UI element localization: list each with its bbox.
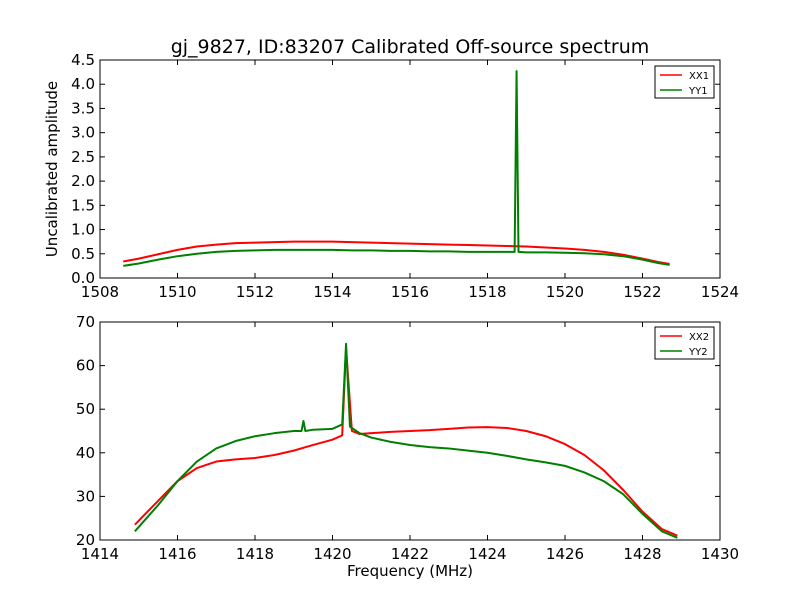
x-tick-label: 1524 xyxy=(701,283,739,301)
x-tick-label: 1520 xyxy=(546,283,584,301)
x-tick-label: 1510 xyxy=(158,283,196,301)
y-tick-label: 3.0 xyxy=(71,124,95,142)
y-tick-label: 30 xyxy=(76,487,95,505)
x-tick-label: 1430 xyxy=(701,545,739,563)
y-axis-label: Uncalibrated amplitude xyxy=(43,81,61,257)
x-tick-label: 1426 xyxy=(546,545,584,563)
chart-title: gj_9827, ID:83207 Calibrated Off-source … xyxy=(171,36,650,58)
x-tick-label: 1522 xyxy=(623,283,661,301)
legend-box xyxy=(654,326,715,360)
legend-label-xx2: XX2 xyxy=(689,332,709,343)
y-tick-label: 4.5 xyxy=(71,51,95,69)
y-tick-label: 60 xyxy=(76,357,95,375)
series-line-yy1 xyxy=(123,70,670,267)
x-tick-label: 1428 xyxy=(623,545,661,563)
x-tick-label: 1418 xyxy=(236,545,274,563)
y-tick-label: 0.0 xyxy=(71,269,95,287)
y-tick-label: 70 xyxy=(76,313,95,331)
y-tick-label: 4.0 xyxy=(71,75,95,93)
x-tick-label: 1514 xyxy=(313,283,351,301)
x-tick-label: 1508 xyxy=(81,283,119,301)
y-tick-label: 40 xyxy=(76,444,95,462)
y-tick-label: 2.5 xyxy=(71,148,95,166)
x-axis-label: Frequency (MHz) xyxy=(347,562,473,580)
x-tick-label: 1512 xyxy=(236,283,274,301)
y-tick-label: 1.0 xyxy=(71,221,95,239)
top-plot: 1508 1510 1512 1514 1516 1518 1520 1522 1524 0.0 0… xyxy=(43,51,739,301)
x-tick-label: 1422 xyxy=(391,545,429,563)
x-tick-label: 1424 xyxy=(468,545,506,563)
legend-box xyxy=(654,65,715,99)
y-tick-label: 0.5 xyxy=(71,245,95,263)
legend-label-yy1: YY1 xyxy=(688,86,708,97)
y-tick-label: 50 xyxy=(76,400,95,418)
y-tick-label: 2.0 xyxy=(71,172,95,190)
y-tick-label: 3.5 xyxy=(71,99,95,117)
x-tick-label: 1416 xyxy=(158,545,196,563)
series-line-yy2 xyxy=(134,342,678,539)
x-tick-label: 1414 xyxy=(81,545,119,563)
x-tick-label: 1516 xyxy=(391,283,429,301)
x-tick-label: 1420 xyxy=(313,545,351,563)
x-tick-label: 1518 xyxy=(468,283,506,301)
series-line-xx1 xyxy=(123,240,670,265)
y-tick-label: 1.5 xyxy=(71,196,95,214)
bottom-plot: 1414 1416 1418 1420 1422 1424 1426 1428 1430 20 30… xyxy=(76,313,739,580)
series-line-xx2 xyxy=(134,347,678,537)
legend-label-yy2: YY2 xyxy=(688,347,708,358)
legend-label-xx1: XX1 xyxy=(689,71,709,82)
y-tick-label: 20 xyxy=(76,531,95,549)
